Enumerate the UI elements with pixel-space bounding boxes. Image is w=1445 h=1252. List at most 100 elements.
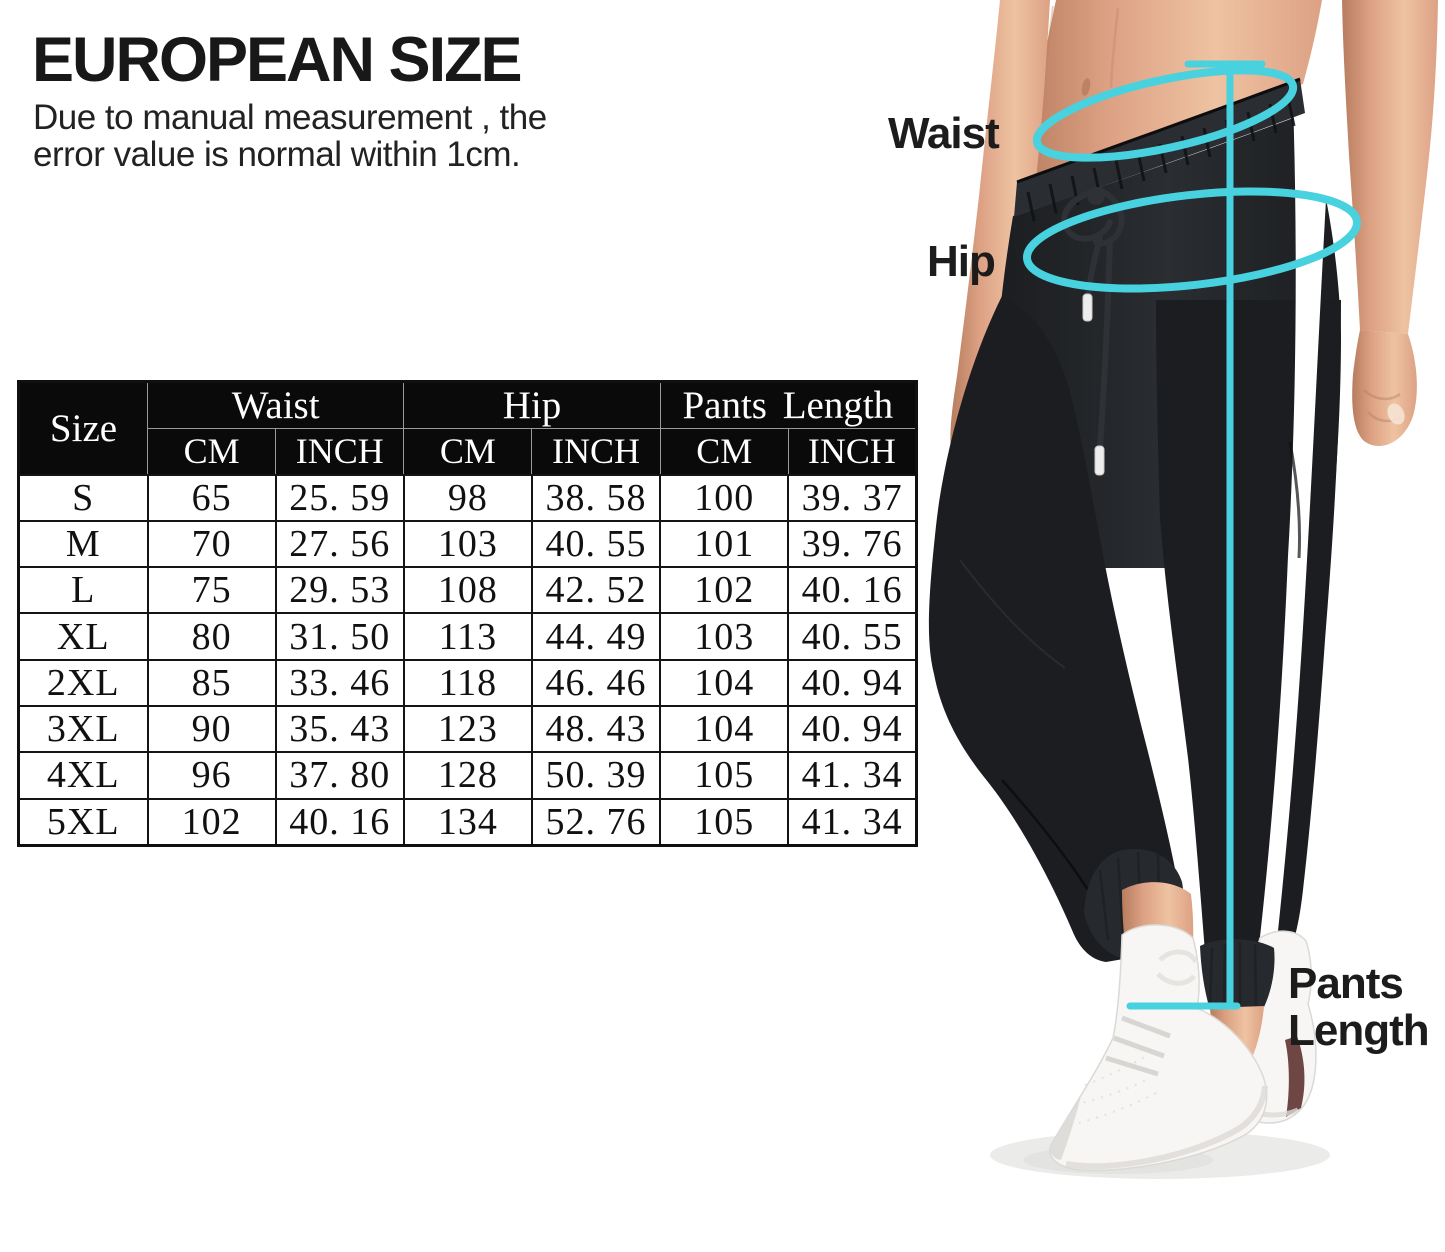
size-cell: 2XL: [17, 658, 149, 707]
thumbnail: [1387, 403, 1405, 425]
measurement-cell: 35. 43: [274, 704, 405, 754]
measurement-cell: 90: [146, 704, 277, 754]
table-header-row: Size Waist Hip Pants Length: [18, 381, 918, 475]
pants-length-label: Pants Length: [1288, 959, 1430, 1055]
size-cell: XL: [17, 612, 149, 661]
measurement-cell: 42. 52: [530, 566, 662, 615]
size-cell: S: [17, 473, 149, 522]
unit-header-waist-inch: INCH: [275, 428, 405, 475]
measurement-cell: 25. 59: [274, 473, 405, 522]
measurement-cell: 101: [659, 519, 790, 569]
measurement-cell: 38. 58: [530, 473, 662, 522]
measurement-cell: 31. 50: [274, 612, 405, 661]
measurement-cell: 113: [402, 612, 533, 661]
unit-header-waist-cm: CM: [146, 428, 277, 475]
col-header-hip: Hip: [403, 381, 661, 429]
subtitle-line2: error value is normal within 1cm.: [33, 135, 521, 174]
measurement-cell: 39. 76: [787, 519, 918, 569]
aglet: [1082, 293, 1093, 322]
navel: [1081, 78, 1091, 96]
size-cell: M: [17, 519, 149, 569]
measurement-cell: 40. 16: [274, 797, 405, 847]
measurement-annotations: [1022, 60, 1362, 1010]
measurement-cell: 102: [659, 566, 790, 615]
measurement-cell: 118: [402, 658, 533, 707]
size-cell: 5XL: [17, 797, 149, 847]
measurement-cell: 105: [659, 797, 790, 847]
sole: [1065, 1085, 1268, 1170]
hip-measure-ellipse: [1022, 187, 1362, 293]
hip-label: Hip: [927, 237, 996, 286]
measurement-cell: 104: [659, 658, 790, 707]
measurement-cell: 40. 94: [787, 658, 918, 707]
measurement-cell: 134: [402, 797, 533, 847]
model-figure: [928, 0, 1438, 1179]
measurement-cell: 46. 46: [530, 658, 662, 707]
unit-header-length-cm: CM: [659, 428, 789, 475]
waist-label: Waist: [888, 109, 1000, 158]
side-stripe: [1259, 100, 1331, 950]
table-row: M 70 27. 56 103 40. 55 101 39. 76: [17, 519, 918, 569]
measurement-cell: 52. 76: [530, 797, 662, 847]
table-unit-row: CM INCH CM INCH CM INCH: [19, 428, 918, 475]
measurement-cell: 80: [146, 612, 277, 661]
measurement-cell: 65: [146, 473, 277, 522]
measurement-cell: 108: [402, 566, 533, 615]
toe-cap: [1050, 1096, 1081, 1160]
col-header-waist: Waist: [146, 381, 405, 429]
aglet: [1094, 445, 1105, 476]
size-cell: 3XL: [17, 704, 149, 754]
waist-measure-ellipse: [1032, 66, 1298, 162]
table-row: 4XL 96 37. 80 128 50. 39 105 41. 34: [17, 751, 918, 800]
unit-header-hip-cm: CM: [403, 428, 533, 475]
measurement-cell: 102: [146, 797, 277, 847]
table-row: S 65 25. 59 98 38. 58 100 39. 37: [17, 473, 918, 522]
measurement-cell: 100: [659, 473, 790, 522]
measurement-cell: 41. 34: [787, 751, 918, 800]
measurement-cell: 70: [146, 519, 277, 569]
lace-bow: [1156, 949, 1199, 986]
measurement-cell: 44. 49: [530, 612, 662, 661]
table-row: XL 80 31. 50 113 44. 49 103 40. 55: [17, 612, 918, 661]
unit-header-length-inch: INCH: [787, 428, 918, 475]
striped-leg-cuff: [1200, 939, 1275, 1010]
col-header-size: Size: [18, 381, 148, 475]
measurement-cell: 40. 55: [530, 519, 662, 569]
measurement-cell: 29. 53: [274, 566, 405, 615]
pants-length-label-line1: Pants: [1288, 959, 1404, 1008]
measurement-cell: 33. 46: [274, 658, 405, 707]
measurement-cell: 39. 37: [787, 473, 918, 522]
measurement-cell: 50. 39: [530, 751, 662, 800]
table-row: 5XL 102 40. 16 134 52. 76 105 41. 34: [17, 797, 918, 847]
measurement-cell: 37. 80: [274, 751, 405, 800]
subtitle-line1: Due to manual measurement , the: [33, 98, 547, 137]
measurement-cell: 104: [659, 704, 790, 754]
measurement-cell: 128: [402, 751, 533, 800]
size-chart-table: Size Waist Hip Pants Length CM INCH CM I…: [17, 380, 918, 847]
measurement-cell: 40. 16: [787, 566, 918, 615]
measurement-cell: 96: [146, 751, 277, 800]
table-row: L 75 29. 53 108 42. 52 102 40. 16: [17, 566, 918, 615]
heel-accent: [1285, 1036, 1305, 1117]
measurement-cell: 40. 94: [787, 704, 918, 754]
subtitle: Due to manual measurement , the error va…: [33, 99, 547, 173]
measurement-cell: 40. 55: [787, 612, 918, 661]
measurement-cell: 27. 56: [274, 519, 405, 569]
front-sneaker: [1049, 924, 1268, 1172]
pocket-seam: [1288, 441, 1302, 559]
measurement-cell: 75: [146, 566, 277, 615]
measurement-cell: 103: [659, 612, 790, 661]
measurement-cell: 48. 43: [530, 704, 662, 754]
right-arm: [1342, 0, 1438, 447]
pants-length-label-line2: Length: [1288, 1006, 1430, 1055]
size-cell: L: [17, 566, 149, 615]
size-cell: 4XL: [17, 751, 149, 800]
unit-header-hip-inch: INCH: [531, 428, 661, 475]
measurement-cell: 41. 34: [787, 797, 918, 847]
measurement-cell: 105: [659, 751, 790, 800]
right-hand: [1352, 330, 1417, 447]
drawstring: [1061, 187, 1125, 476]
measurement-cell: 103: [402, 519, 533, 569]
measurement-cell: 98: [402, 473, 533, 522]
